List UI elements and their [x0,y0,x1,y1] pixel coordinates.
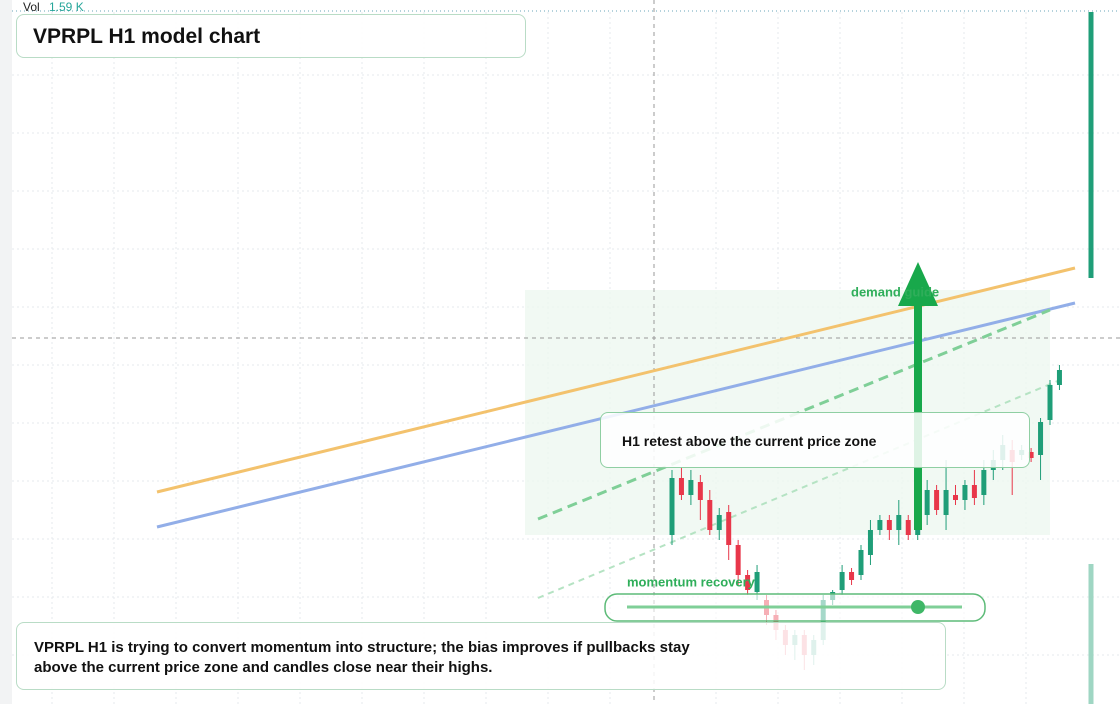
demand-arrow-head [898,262,938,306]
candle-body [877,520,883,530]
candle-body [1047,385,1053,420]
candle-body [934,490,940,510]
candle-body [707,500,713,530]
candle-body [886,520,892,530]
title-box: VPRPL H1 model chart [16,14,526,58]
candle-body [735,545,741,575]
chart-title: VPRPL H1 model chart [33,25,261,48]
candle-body [971,485,977,498]
candle-body [849,572,855,580]
summary-box: VPRPL H1 is trying to convert momentum i… [16,622,946,690]
candle-body [981,470,987,495]
candle-body [905,520,911,535]
candle-body [858,550,864,575]
left-scale [0,0,12,704]
candle-body [839,572,845,590]
candle-body [688,480,694,495]
candle-body [867,530,873,555]
retest-text: H1 retest above the current price zone [622,433,877,449]
volume-value: 1.59 K [49,0,84,14]
candle-body [1038,422,1044,455]
retest-box: H1 retest above the current price zone [600,412,1030,468]
candle-body [962,485,968,500]
candle-body [943,490,949,515]
summary-text: VPRPL H1 is trying to convert momentum i… [34,639,690,676]
candle-body [1028,452,1034,458]
momentum-label: momentum recovery [627,574,756,589]
candle-body [669,478,675,535]
candle-body [678,478,684,495]
candle-body [1056,370,1062,385]
candle-body [896,515,902,530]
candle-body [745,575,751,590]
candle-body [697,482,703,500]
candle-body [726,512,732,545]
candle-body [924,490,930,515]
candle-body [953,495,958,500]
candle-body [754,572,760,592]
momentum-dot [911,600,925,614]
volume-label: Vol [23,0,40,14]
demand-label: demand guide [851,284,939,299]
candle-body [716,515,722,530]
